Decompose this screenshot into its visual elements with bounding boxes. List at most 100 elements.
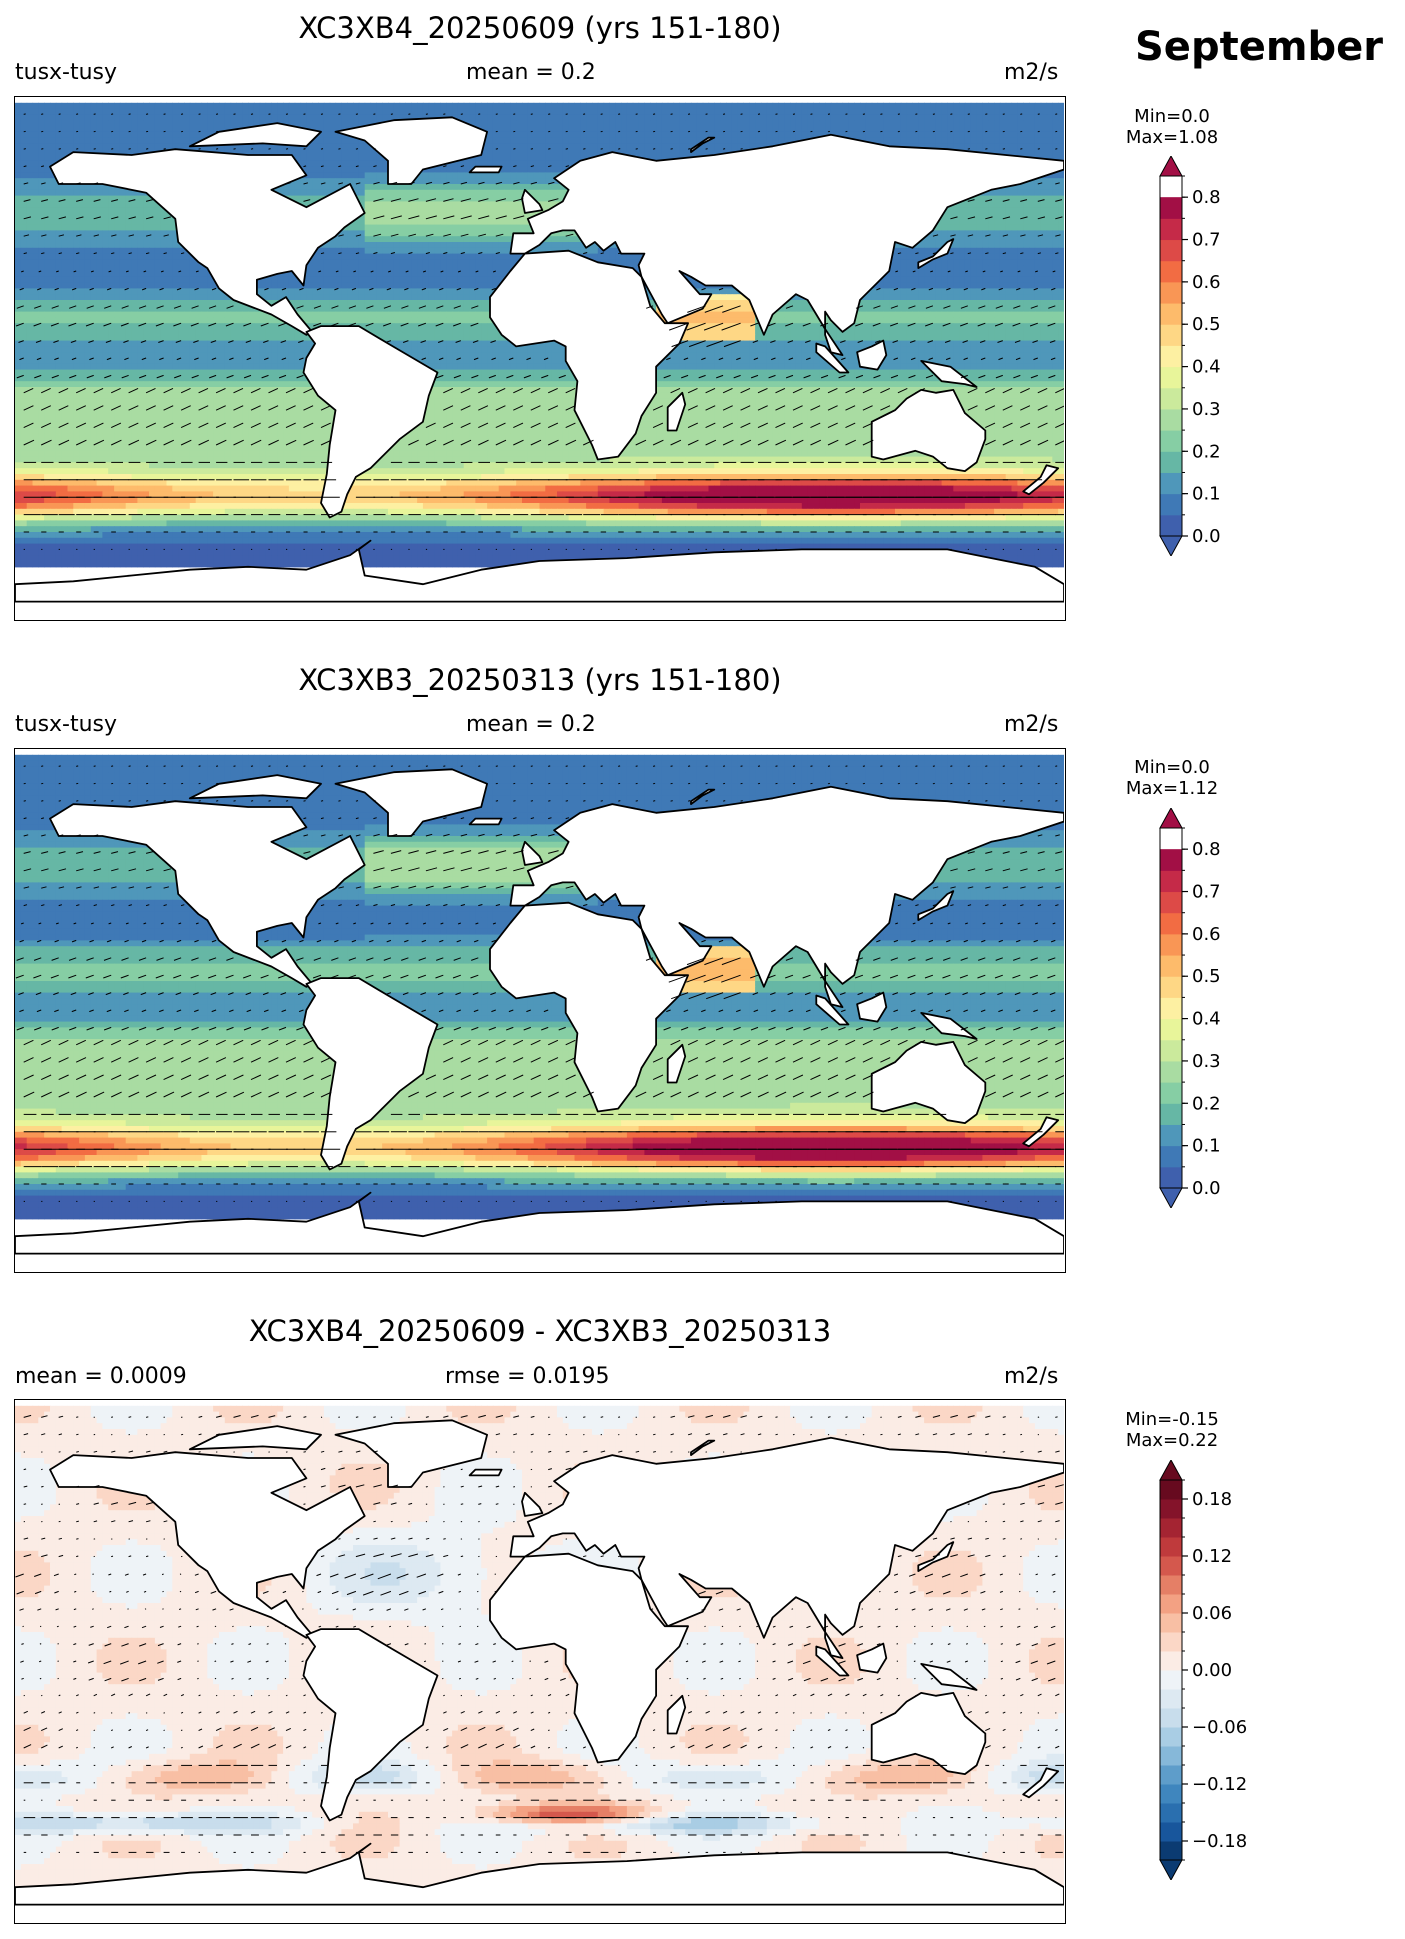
field-cell bbox=[597, 137, 605, 144]
field-cell bbox=[1029, 131, 1036, 139]
field-cell bbox=[73, 201, 80, 208]
field-cell bbox=[510, 102, 517, 110]
field-cell bbox=[720, 114, 727, 121]
field-cell bbox=[172, 108, 179, 115]
field-cell bbox=[32, 131, 39, 139]
field-cell bbox=[382, 195, 389, 202]
field-cell bbox=[358, 160, 366, 168]
field-cell bbox=[574, 131, 581, 139]
field-cell bbox=[318, 184, 325, 191]
field-cell bbox=[452, 242, 459, 249]
field-cell bbox=[784, 131, 791, 139]
field-cell bbox=[393, 218, 401, 226]
field-cell bbox=[498, 131, 506, 139]
field-cell bbox=[411, 108, 418, 115]
field-cell bbox=[1017, 230, 1024, 237]
field-cell bbox=[219, 120, 226, 127]
field-cell bbox=[434, 242, 441, 249]
field-cell bbox=[405, 247, 412, 255]
field-cell bbox=[941, 114, 948, 121]
field-cell bbox=[848, 108, 855, 115]
field-cell bbox=[481, 126, 488, 133]
field-cell bbox=[953, 201, 960, 208]
field-cell bbox=[15, 155, 22, 162]
field-cell bbox=[516, 172, 523, 179]
field-cell bbox=[143, 242, 150, 249]
field-cell bbox=[999, 242, 1007, 249]
field-cell bbox=[440, 189, 447, 197]
field-cell bbox=[626, 259, 634, 266]
field-cell bbox=[388, 253, 395, 260]
field-cell bbox=[1034, 126, 1042, 133]
field-cell bbox=[306, 102, 313, 110]
field-cell bbox=[959, 126, 966, 133]
field-cell bbox=[574, 155, 581, 162]
field-cell bbox=[574, 114, 581, 121]
field-cell bbox=[947, 120, 954, 127]
field-cell bbox=[61, 102, 68, 110]
field-cell bbox=[557, 242, 564, 249]
field-cell bbox=[131, 253, 138, 260]
field-cell bbox=[469, 155, 476, 162]
field-cell bbox=[621, 102, 628, 110]
field-cell bbox=[766, 108, 774, 115]
field-cell bbox=[55, 149, 63, 156]
field-cell bbox=[26, 247, 34, 255]
field-cell bbox=[1023, 213, 1030, 220]
field-cell bbox=[67, 242, 74, 249]
field-cell bbox=[964, 213, 972, 220]
field-cell bbox=[341, 178, 348, 185]
field-cell bbox=[376, 178, 383, 185]
field-cell bbox=[411, 195, 418, 202]
field-cell bbox=[294, 189, 302, 197]
field-cell bbox=[895, 120, 902, 127]
field-cell bbox=[895, 102, 902, 110]
field-cell bbox=[1034, 213, 1042, 220]
field-cell bbox=[679, 137, 686, 144]
field-cell bbox=[50, 120, 57, 127]
field-cell bbox=[312, 120, 319, 127]
field-cell bbox=[592, 102, 599, 110]
field-cell bbox=[854, 114, 861, 121]
field-cell bbox=[84, 207, 92, 214]
field-cell bbox=[714, 102, 721, 110]
field-cell bbox=[259, 114, 267, 121]
field-cell bbox=[44, 131, 51, 139]
field-cell bbox=[253, 114, 261, 121]
field-cell bbox=[726, 137, 733, 144]
field-cell bbox=[446, 230, 453, 237]
field-cell bbox=[941, 102, 948, 110]
field-cell bbox=[55, 242, 63, 249]
field-cell bbox=[953, 143, 960, 150]
field-cell bbox=[96, 213, 103, 220]
field-cell bbox=[84, 213, 92, 220]
field-cell bbox=[428, 166, 436, 173]
field-cell bbox=[860, 131, 867, 139]
field-cell bbox=[172, 102, 179, 110]
field-cell bbox=[615, 259, 622, 266]
field-cell bbox=[422, 201, 430, 208]
field-cell bbox=[446, 247, 453, 255]
field-cell bbox=[44, 155, 51, 162]
field-cell bbox=[574, 236, 581, 243]
field-cell bbox=[731, 102, 739, 110]
field-cell bbox=[1034, 253, 1042, 260]
field-cell bbox=[551, 120, 558, 127]
field-cell bbox=[1011, 236, 1018, 243]
field-cell bbox=[1058, 178, 1065, 185]
field-cell bbox=[399, 230, 406, 237]
field-cell bbox=[26, 114, 34, 121]
field-cell bbox=[784, 126, 791, 133]
field-cell bbox=[446, 242, 453, 249]
field-cell bbox=[1052, 218, 1059, 226]
field-cell bbox=[696, 143, 704, 150]
field-cell bbox=[189, 120, 197, 127]
field-cell bbox=[1029, 120, 1036, 127]
field-cell bbox=[376, 259, 383, 266]
field-cell bbox=[125, 207, 133, 214]
field-cell bbox=[382, 236, 389, 243]
field-cell bbox=[61, 242, 68, 249]
field-cell bbox=[999, 189, 1007, 197]
field-cell bbox=[102, 259, 109, 266]
field-cell bbox=[492, 195, 500, 202]
